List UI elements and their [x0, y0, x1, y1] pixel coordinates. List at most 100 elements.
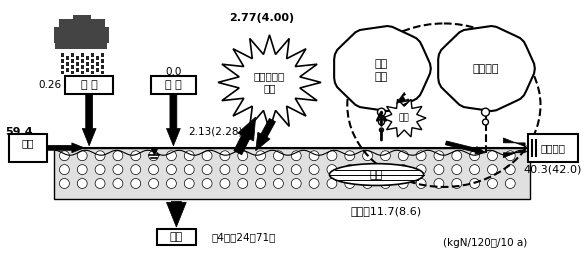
Polygon shape	[396, 92, 410, 103]
Bar	[66, 62, 69, 66]
Circle shape	[59, 151, 69, 161]
Circle shape	[202, 151, 212, 161]
Text: 潅渋: 潅渋	[22, 138, 34, 148]
Text: 浸透: 浸透	[170, 232, 183, 242]
Circle shape	[399, 165, 408, 174]
Circle shape	[77, 165, 87, 174]
Polygon shape	[438, 26, 535, 111]
Text: (kgN/120日/10 a): (kgN/120日/10 a)	[443, 238, 528, 248]
Circle shape	[481, 108, 490, 116]
Text: 、4最大24・71〉: 、4最大24・71〉	[211, 232, 276, 242]
Circle shape	[291, 151, 301, 161]
Circle shape	[167, 179, 176, 188]
Circle shape	[95, 179, 105, 188]
Circle shape	[380, 179, 390, 188]
Circle shape	[399, 151, 408, 161]
Circle shape	[291, 179, 301, 188]
Bar	[66, 56, 69, 60]
Circle shape	[363, 179, 373, 188]
Bar	[528, 134, 578, 162]
Circle shape	[238, 179, 248, 188]
Bar	[81, 65, 84, 69]
Circle shape	[274, 179, 284, 188]
Circle shape	[149, 179, 158, 188]
Text: 作物吸収・
収穫: 作物吸収・ 収穫	[254, 71, 285, 94]
Bar	[101, 71, 104, 74]
Circle shape	[95, 151, 105, 161]
Polygon shape	[218, 35, 321, 130]
Polygon shape	[234, 117, 255, 155]
Bar	[66, 68, 69, 72]
Circle shape	[255, 151, 265, 161]
Circle shape	[131, 165, 141, 174]
Bar	[62, 71, 65, 74]
Circle shape	[184, 151, 194, 161]
Bar	[65, 76, 113, 94]
Circle shape	[274, 151, 284, 161]
Circle shape	[255, 165, 265, 174]
Polygon shape	[446, 141, 485, 154]
Circle shape	[327, 165, 337, 174]
Circle shape	[416, 165, 426, 174]
Circle shape	[470, 179, 480, 188]
Bar	[9, 134, 46, 162]
Text: 施 肥: 施 肥	[165, 80, 182, 90]
Bar	[91, 71, 94, 74]
Bar	[62, 53, 65, 57]
Circle shape	[470, 151, 480, 161]
Circle shape	[274, 165, 284, 174]
Ellipse shape	[446, 37, 525, 101]
Bar	[53, 27, 109, 43]
Text: 脱窒: 脱窒	[375, 59, 388, 69]
Circle shape	[345, 151, 355, 161]
Bar	[62, 59, 65, 62]
Circle shape	[379, 119, 384, 125]
Ellipse shape	[329, 164, 424, 185]
Text: 揮散: 揮散	[375, 72, 388, 83]
Bar	[72, 53, 75, 57]
Polygon shape	[167, 94, 180, 146]
Bar	[157, 229, 196, 245]
Bar	[76, 68, 79, 72]
Bar	[72, 65, 75, 69]
Circle shape	[434, 151, 444, 161]
Polygon shape	[255, 118, 275, 151]
Bar	[96, 68, 99, 72]
Circle shape	[434, 165, 444, 174]
Circle shape	[487, 165, 497, 174]
Circle shape	[291, 165, 301, 174]
Circle shape	[59, 179, 69, 188]
Circle shape	[416, 151, 426, 161]
Bar	[101, 65, 104, 69]
Bar	[86, 68, 89, 72]
Polygon shape	[46, 143, 84, 153]
Circle shape	[309, 165, 319, 174]
Circle shape	[345, 179, 355, 188]
Circle shape	[220, 151, 230, 161]
Polygon shape	[503, 138, 528, 158]
Bar	[56, 39, 107, 49]
Circle shape	[59, 165, 69, 174]
Circle shape	[452, 165, 462, 174]
Circle shape	[131, 151, 141, 161]
Bar	[76, 62, 79, 66]
Bar	[81, 59, 84, 62]
Circle shape	[487, 179, 497, 188]
Circle shape	[220, 179, 230, 188]
Circle shape	[327, 151, 337, 161]
Circle shape	[379, 128, 383, 132]
Bar	[59, 19, 75, 31]
Text: 蓄積：11.7(8.6): 蓄積：11.7(8.6)	[351, 206, 422, 216]
Circle shape	[131, 179, 141, 188]
Circle shape	[416, 179, 426, 188]
Polygon shape	[167, 201, 186, 227]
Circle shape	[95, 165, 105, 174]
Text: 40.3(42.0): 40.3(42.0)	[524, 165, 582, 174]
Circle shape	[399, 179, 408, 188]
Circle shape	[77, 151, 87, 161]
Bar	[91, 59, 94, 62]
Circle shape	[377, 108, 386, 116]
Circle shape	[184, 179, 194, 188]
Bar	[96, 62, 99, 66]
Text: 表面排水: 表面排水	[541, 143, 565, 153]
